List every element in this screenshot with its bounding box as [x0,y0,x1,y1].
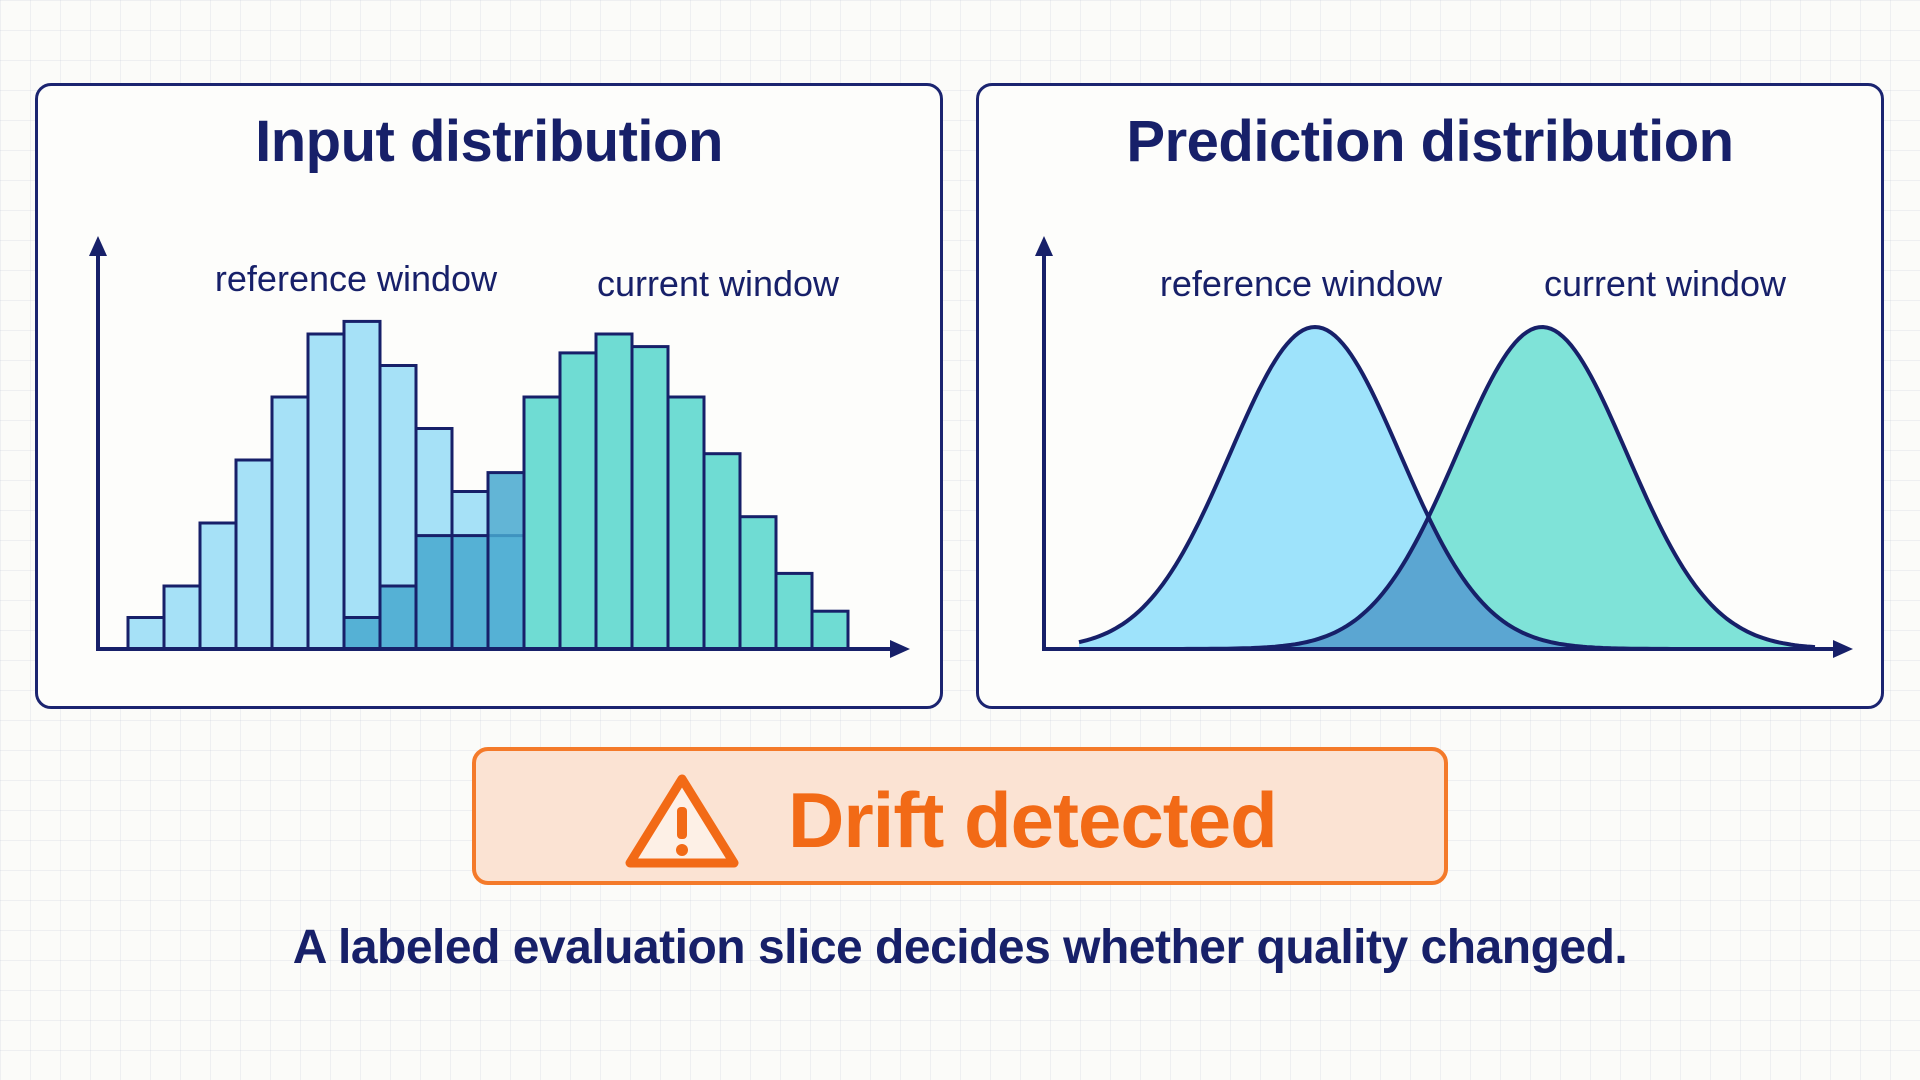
current-bar [594,332,634,651]
y-axis-arrow [1035,236,1053,256]
current-bar [666,395,706,651]
overlap-area [1079,520,1815,649]
current-bar [738,515,778,651]
current-bar [378,584,418,651]
reference-bar [126,616,166,651]
reference-bar [306,332,346,651]
reference-window-label: reference window [1160,263,1443,304]
drift-alert: Drift detected [472,747,1448,885]
current-bar [774,571,814,651]
prediction-curves: reference window current window [1035,236,1853,658]
reference-bar [162,584,202,651]
current-bar [630,345,670,651]
y-axis-arrow [89,236,107,256]
reference-bar [234,458,274,651]
current-bar [810,609,850,651]
caption: A labeled evaluation slice decides wheth… [292,921,1628,974]
current-window-label: current window [1544,263,1787,304]
prediction-distribution-panel: Prediction distribution reference window… [976,83,1884,709]
x-axis-arrow [1833,640,1853,658]
input-histogram: reference window current window [89,236,910,658]
prediction-distribution-title: Prediction distribution [1126,109,1734,174]
current-bar [414,534,454,651]
reference-window-label: reference window [215,258,498,299]
reference-curve-area [1079,327,1815,649]
current-bar [486,471,526,651]
reference-bar [198,521,238,651]
drift-detected-text: Drift detected [788,776,1278,864]
current-curve-area [1079,327,1815,649]
current-window-label: current window [597,263,840,304]
input-distribution-title: Input distribution [255,109,723,174]
warning-triangle-icon [625,774,739,868]
reference-bar [270,395,310,651]
current-bar [342,616,382,651]
current-bar [522,395,562,651]
current-bar [558,351,598,651]
input-distribution-panel: Input distribution reference window curr… [35,83,943,709]
x-axis-arrow [890,640,910,658]
current-bar [450,534,490,651]
reference-bar [342,319,382,651]
current-bar [702,452,742,651]
